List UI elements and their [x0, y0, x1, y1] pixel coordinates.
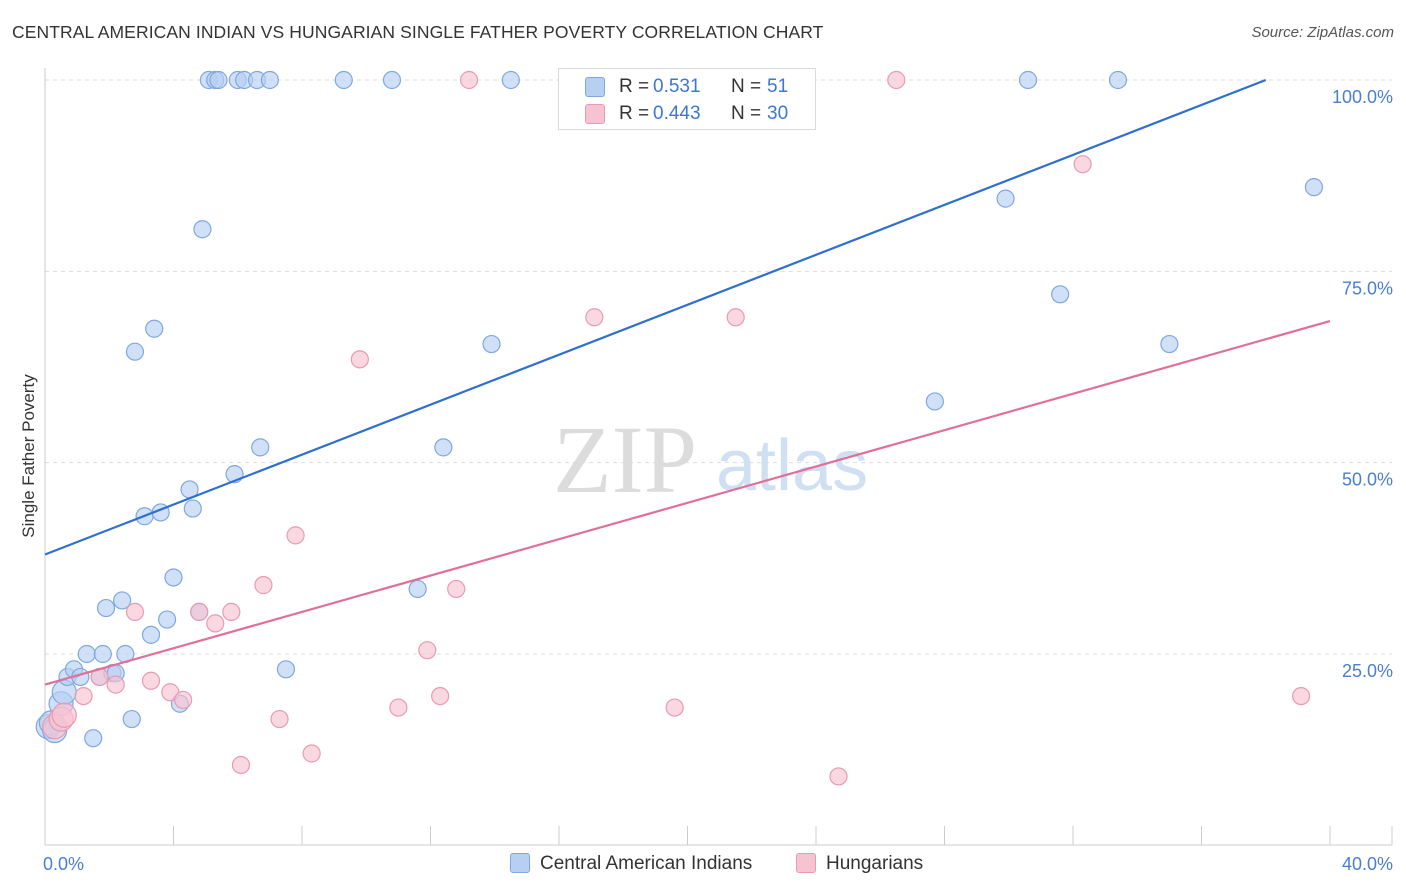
data-points [35, 70, 1324, 786]
point-hungarians [585, 308, 604, 327]
legend-label: Hungarians [826, 853, 924, 874]
n-label: N = [731, 103, 762, 124]
point-hungarians [1073, 155, 1092, 174]
x-tick-label: 0.0% [43, 854, 84, 874]
point-central-american-indians [482, 334, 501, 354]
point-hungarians [254, 576, 273, 595]
point-central-american-indians [260, 70, 279, 90]
point-central-american-indians [1108, 70, 1128, 90]
y-tick-label: 50.0% [1342, 470, 1393, 490]
point-central-american-indians [112, 591, 132, 610]
watermark: ZIP atlas [553, 406, 868, 513]
point-hungarians [51, 702, 77, 728]
point-central-american-indians [501, 70, 520, 90]
n-label: N = [731, 76, 762, 97]
point-central-american-indians [382, 70, 402, 90]
point-hungarians [447, 579, 466, 599]
point-central-american-indians [122, 709, 141, 729]
y-tick-label: 75.0% [1342, 278, 1393, 298]
point-hungarians [74, 686, 93, 706]
tick-labels: 25.0% 50.0% 75.0% 100.0% 0.0% 40.0% [43, 87, 1393, 874]
pink-swatch [796, 853, 816, 873]
point-hungarians [222, 602, 241, 622]
trend-line-hungarians [44, 320, 1331, 686]
r-value: 0.443 [653, 103, 701, 124]
y-tick-label: 100.0% [1332, 87, 1393, 107]
point-central-american-indians [157, 610, 177, 629]
gridlines [45, 79, 1392, 655]
y-tick-label: 25.0% [1342, 661, 1393, 681]
point-hungarians [286, 526, 305, 545]
point-hungarians [887, 70, 906, 90]
r-value: 0.531 [653, 76, 701, 97]
watermark-zip: ZIP [553, 406, 697, 513]
point-central-american-indians [93, 644, 112, 664]
point-hungarians [1291, 686, 1311, 706]
point-central-american-indians [251, 438, 270, 457]
point-hungarians [418, 641, 437, 660]
point-central-american-indians [1304, 178, 1324, 197]
r-label: R = [619, 103, 650, 124]
blue-swatch [510, 853, 530, 873]
point-central-american-indians [96, 598, 116, 618]
point-hungarians [174, 690, 193, 710]
pink-swatch [585, 104, 605, 124]
point-hungarians [431, 686, 450, 706]
n-value: 51 [767, 76, 789, 97]
point-hungarians [350, 350, 369, 369]
point-central-american-indians [164, 568, 183, 587]
point-central-american-indians [209, 70, 228, 90]
point-hungarians [665, 698, 684, 717]
trend-lines [44, 78, 1331, 686]
point-hungarians [231, 755, 251, 775]
r-label: R = [619, 76, 650, 97]
series-legend: Central American Indians Hungarians [0, 852, 1406, 878]
point-central-american-indians [84, 729, 103, 748]
point-hungarians [270, 709, 289, 729]
legend-label: Central American Indians [540, 853, 753, 874]
point-central-american-indians [145, 319, 164, 338]
chart-title: CENTRAL AMERICAN INDIAN VS HUNGARIAN SIN… [12, 22, 824, 42]
point-hungarians [726, 308, 745, 327]
point-hungarians [141, 671, 161, 690]
point-central-american-indians [125, 342, 145, 361]
point-hungarians [829, 767, 848, 786]
trend-line-central-american-indians [44, 78, 1267, 556]
blue-swatch [585, 77, 605, 97]
point-central-american-indians [925, 392, 944, 411]
x-tick-label: 40.0% [1342, 854, 1393, 874]
y-axis-title: Single Father Poverty [19, 374, 38, 538]
watermark-atlas: atlas [716, 426, 868, 506]
point-hungarians [389, 698, 408, 717]
point-hungarians [206, 614, 225, 633]
point-central-american-indians [408, 579, 427, 599]
point-central-american-indians [1051, 285, 1070, 304]
point-hungarians [302, 744, 321, 763]
point-central-american-indians [434, 438, 453, 457]
point-central-american-indians [1018, 70, 1038, 90]
point-central-american-indians [183, 499, 202, 518]
point-hungarians [106, 675, 125, 694]
stats-legend: R = 0.531 N = 51 R = 0.443 N = 30 [558, 68, 816, 130]
point-central-american-indians [77, 644, 96, 664]
point-hungarians [190, 602, 209, 622]
point-hungarians [459, 70, 479, 90]
point-central-american-indians [193, 220, 212, 239]
point-central-american-indians [141, 625, 161, 644]
n-value: 30 [767, 103, 789, 124]
point-central-american-indians [334, 70, 353, 90]
point-hungarians [125, 602, 145, 622]
point-central-american-indians [1160, 334, 1179, 354]
source-credit: Source: ZipAtlas.com [1251, 24, 1394, 41]
point-central-american-indians [996, 189, 1015, 208]
point-central-american-indians [276, 660, 296, 679]
